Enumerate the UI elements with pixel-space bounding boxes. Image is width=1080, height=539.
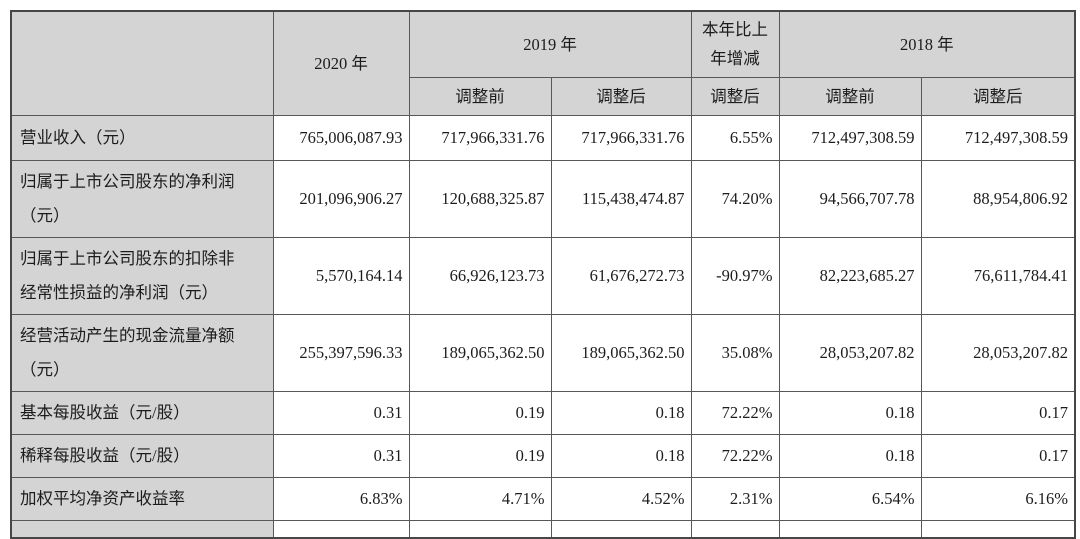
row-label: 归属于上市公司股东的扣除非经常性损益的净利润（元） — [10, 236, 274, 315]
cell-value: 765,006,087.93 — [272, 114, 410, 161]
cell-value: 76,611,784.41 — [920, 236, 1076, 315]
cell-value: 88,954,806.92 — [920, 159, 1076, 238]
cell-value: 4.52% — [550, 476, 692, 521]
table-row-partial-cutoff — [10, 519, 1076, 539]
cell-value: 0.31 — [272, 390, 410, 435]
cell-value: 0.19 — [408, 433, 552, 478]
cell-value: 6.55% — [690, 114, 780, 161]
cell-value: 712,497,308.59 — [778, 114, 922, 161]
subheader-2018-after-adjust: 调整后 — [920, 76, 1076, 116]
cell-value: 28,053,207.82 — [920, 313, 1076, 392]
cell-value: 2.31% — [690, 476, 780, 521]
row-label: 加权平均净资产收益率 — [10, 476, 274, 521]
cell-value: 94,566,707.78 — [778, 159, 922, 238]
cell-value: 255,397,596.33 — [272, 313, 410, 392]
table-row-diluted-eps: 稀释每股收益（元/股） 0.31 0.19 0.18 72.22% 0.18 0… — [10, 433, 1076, 478]
financial-summary-table: 2020 年 2019 年 本年比上年增减 2018 年 调整前 调整后 调整后… — [10, 10, 1076, 539]
cell-value: 0.17 — [920, 390, 1076, 435]
cell-value: 717,966,331.76 — [408, 114, 552, 161]
cell-value: 6.54% — [778, 476, 922, 521]
cell-value: 120,688,325.87 — [408, 159, 552, 238]
cell-value: 0.18 — [550, 390, 692, 435]
cell-value: 0.18 — [550, 433, 692, 478]
cell-value: 189,065,362.50 — [408, 313, 552, 392]
corner-cell — [10, 10, 274, 116]
cell-value: 717,966,331.76 — [550, 114, 692, 161]
cell-value: 115,438,474.87 — [550, 159, 692, 238]
row-label — [10, 519, 274, 539]
header-year-2018: 2018 年 — [778, 10, 1076, 78]
cell-value: 0.18 — [778, 433, 922, 478]
row-label: 稀释每股收益（元/股） — [10, 433, 274, 478]
cell-value: 28,053,207.82 — [778, 313, 922, 392]
row-label: 归属于上市公司股东的净利润（元） — [10, 159, 274, 238]
cell-value: 5,570,164.14 — [272, 236, 410, 315]
cell-value: 61,676,272.73 — [550, 236, 692, 315]
cell-value: -90.97% — [690, 236, 780, 315]
header-row-years: 2020 年 2019 年 本年比上年增减 2018 年 — [10, 10, 1076, 116]
cell-value: 189,065,362.50 — [550, 313, 692, 392]
header-yoy-change: 本年比上年增减 — [690, 10, 780, 78]
table-row-weighted-avg-roe: 加权平均净资产收益率 6.83% 4.71% 4.52% 2.31% 6.54%… — [10, 476, 1076, 521]
cell-value: 712,497,308.59 — [920, 114, 1076, 161]
table-row-operating-cash-flow: 经营活动产生的现金流量净额（元） 255,397,596.33 189,065,… — [10, 313, 1076, 392]
cell-value: 72.22% — [690, 390, 780, 435]
subheader-2019-after-adjust: 调整后 — [550, 76, 692, 116]
cell-value: 0.17 — [920, 433, 1076, 478]
cell-value: 6.83% — [272, 476, 410, 521]
cell-value: 0.19 — [408, 390, 552, 435]
row-label: 经营活动产生的现金流量净额（元） — [10, 313, 274, 392]
cell-value: 201,096,906.27 — [272, 159, 410, 238]
table-row-net-profit: 归属于上市公司股东的净利润（元） 201,096,906.27 120,688,… — [10, 159, 1076, 238]
cell-value: 0.18 — [778, 390, 922, 435]
header-year-2020: 2020 年 — [272, 10, 410, 116]
cell-value: 6.16% — [920, 476, 1076, 521]
header-year-2019: 2019 年 — [408, 10, 692, 78]
header-row-adjustments: 调整前 调整后 调整后 调整前 调整后 — [11, 76, 1076, 116]
cell-value: 0.31 — [272, 433, 410, 478]
table-row-operating-revenue: 营业收入（元） 765,006,087.93 717,966,331.76 71… — [10, 114, 1076, 161]
row-label: 基本每股收益（元/股） — [10, 390, 274, 435]
subheader-change-after-adjust: 调整后 — [690, 76, 780, 116]
cell-value: 74.20% — [690, 159, 780, 238]
subheader-2019-before-adjust: 调整前 — [408, 76, 552, 116]
financial-summary-table-wrap: 2020 年 2019 年 本年比上年增减 2018 年 调整前 调整后 调整后… — [10, 10, 1076, 539]
cell-value: 82,223,685.27 — [778, 236, 922, 315]
cell-value: 4.71% — [408, 476, 552, 521]
table-row-basic-eps: 基本每股收益（元/股） 0.31 0.19 0.18 72.22% 0.18 0… — [10, 390, 1076, 435]
cell-value: 35.08% — [690, 313, 780, 392]
subheader-2018-before-adjust: 调整前 — [778, 76, 922, 116]
row-label: 营业收入（元） — [10, 114, 274, 161]
cell-value: 66,926,123.73 — [408, 236, 552, 315]
table-row-net-profit-excl-nonrecurring: 归属于上市公司股东的扣除非经常性损益的净利润（元） 5,570,164.14 6… — [10, 236, 1076, 315]
cell-value: 72.22% — [690, 433, 780, 478]
